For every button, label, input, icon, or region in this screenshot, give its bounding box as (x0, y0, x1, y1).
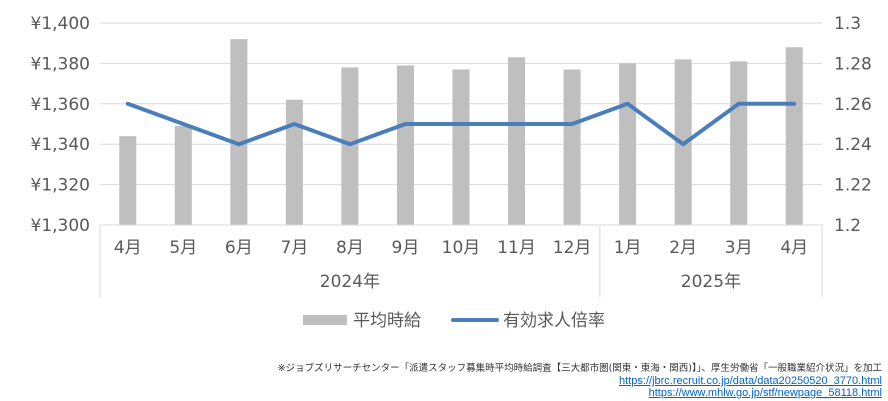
bar (341, 67, 359, 225)
line-point (570, 122, 574, 126)
y-right-tick-label: 1.22 (834, 176, 872, 196)
y-right-tick-label: 1.24 (834, 135, 872, 155)
x-tick-label: 7月 (280, 238, 308, 258)
y-left-tick-label: ¥1,320 (31, 176, 90, 196)
bar (452, 69, 470, 226)
y-right-tick-label: 1.26 (834, 95, 872, 115)
bar (508, 57, 526, 226)
line-point (348, 142, 352, 146)
y-left-tick-label: ¥1,340 (31, 135, 90, 155)
y-right-tick-label: 1.3 (834, 14, 861, 34)
x-tick-label: 6月 (225, 238, 253, 258)
bar (174, 126, 192, 225)
line-point (126, 102, 130, 106)
legend-label: 有効求人倍率 (503, 311, 605, 331)
x-tick-label: 4月 (114, 238, 142, 258)
x-tick-label: 9月 (392, 238, 420, 258)
bar (285, 99, 303, 225)
bar (785, 47, 803, 225)
line-point (403, 122, 407, 126)
y-right-tick-label: 1.2 (834, 216, 861, 236)
line-point (626, 102, 630, 106)
x-tick-label: 2月 (669, 238, 697, 258)
line-point (515, 122, 519, 126)
x-tick-label: 11月 (497, 238, 536, 258)
x-group-label: 2025年 (681, 272, 741, 292)
bar (396, 65, 414, 225)
y-left-tick-label: ¥1,360 (31, 95, 90, 115)
source-footer: ※ジョブズリサーチセンター「派遣スタッフ募集時平均時給調査【三大都市圏(関東・東… (278, 363, 882, 399)
source-link-mhlw[interactable]: https://www.mhlw.go.jp/stf/newpage_58118… (648, 387, 882, 399)
bar (619, 63, 637, 226)
bar (563, 69, 581, 226)
line-point (181, 122, 185, 126)
line-point (792, 102, 796, 106)
x-tick-label: 1月 (614, 238, 642, 258)
x-tick-label: 10月 (442, 238, 481, 258)
source-link-jbrc[interactable]: https://jbrc.recruit.co.jp/data/data2025… (619, 375, 882, 387)
line-point (237, 142, 241, 146)
line-point (292, 122, 296, 126)
legend-label: 平均時給 (353, 311, 421, 331)
line-point (459, 122, 463, 126)
line-point (681, 142, 685, 146)
y-left-tick-label: ¥1,300 (31, 216, 90, 236)
y-left-tick-label: ¥1,400 (31, 14, 90, 34)
x-group-label: 2024年 (320, 272, 380, 292)
x-tick-label: 3月 (725, 238, 753, 258)
y-right-tick-label: 1.28 (834, 54, 872, 74)
bar (119, 136, 137, 225)
x-tick-label: 4月 (780, 238, 808, 258)
legend-swatch-bar (303, 315, 347, 325)
x-tick-label: 5月 (169, 238, 197, 258)
x-tick-label: 8月 (336, 238, 364, 258)
bar (230, 39, 248, 225)
x-tick-label: 12月 (553, 238, 592, 258)
y-left-tick-label: ¥1,380 (31, 54, 90, 74)
line-point (737, 102, 741, 106)
source-note: ※ジョブズリサーチセンター「派遣スタッフ募集時平均時給調査【三大都市圏(関東・東… (277, 363, 882, 374)
bar (730, 61, 748, 225)
